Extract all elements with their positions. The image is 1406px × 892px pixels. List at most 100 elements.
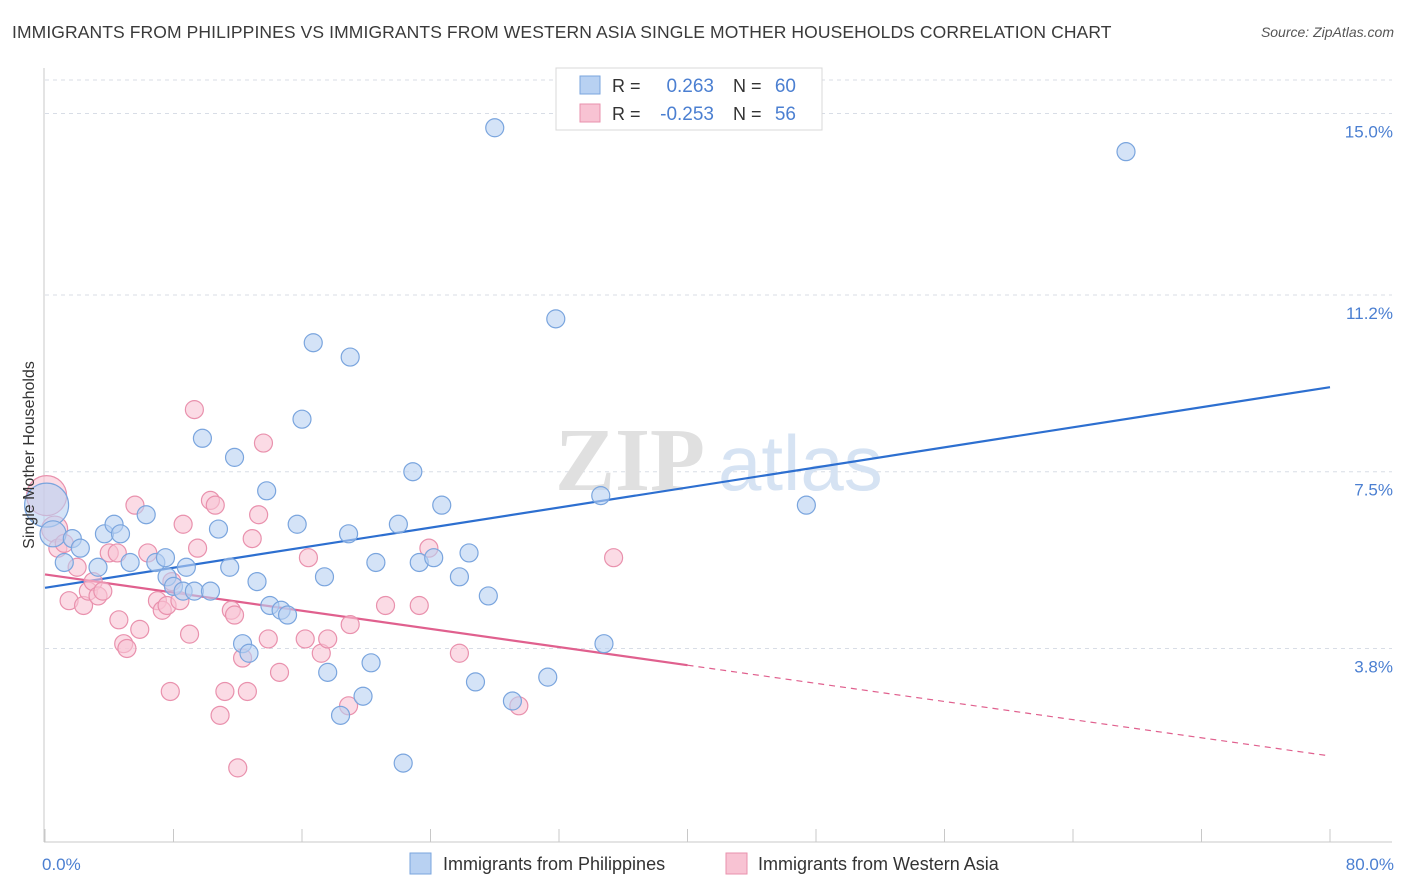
bottom-legend-label-western-asia: Immigrants from Western Asia xyxy=(758,854,1000,874)
data-point-western-asia xyxy=(205,495,225,515)
legend-n-value-2: 56 xyxy=(775,104,796,125)
data-point-philippines xyxy=(403,462,423,482)
data-point-philippines xyxy=(120,552,140,573)
trend-line-western-asia xyxy=(44,573,688,667)
data-point-philippines xyxy=(594,634,614,654)
data-point-western-asia xyxy=(228,758,248,778)
legend-r-label-1: R = xyxy=(612,76,641,96)
chart-title: IMMIGRANTS FROM PHILIPPINES VS IMMIGRANT… xyxy=(12,22,1112,42)
data-point-philippines xyxy=(292,409,312,429)
grid-lines xyxy=(45,79,1392,649)
watermark-atlas: atlas xyxy=(718,419,883,507)
legend-r-value-2: -0.253 xyxy=(660,104,714,125)
data-point-philippines xyxy=(393,753,413,773)
data-point-philippines xyxy=(546,309,566,329)
legend-box: R = 0.263 N = 60 R = -0.253 N = 56 xyxy=(555,67,823,131)
data-point-western-asia xyxy=(173,514,193,534)
data-point-philippines xyxy=(361,653,381,673)
data-point-philippines xyxy=(340,347,360,367)
data-point-philippines xyxy=(277,605,298,625)
data-point-philippines xyxy=(239,643,259,663)
y-tick-label: 3.8% xyxy=(1354,657,1393,676)
watermark: ZIP atlas xyxy=(555,411,883,510)
data-point-western-asia xyxy=(160,681,180,702)
data-point-philippines xyxy=(424,548,444,568)
data-point-philippines xyxy=(39,520,67,548)
data-point-philippines xyxy=(465,672,486,692)
data-point-western-asia xyxy=(184,400,204,420)
data-point-western-asia xyxy=(449,643,470,663)
data-point-western-asia xyxy=(604,548,624,568)
data-point-philippines xyxy=(485,118,505,138)
watermark-zip: ZIP xyxy=(555,411,705,510)
data-point-western-asia xyxy=(130,619,150,639)
data-point-philippines xyxy=(449,567,470,587)
data-point-western-asia xyxy=(242,528,262,549)
data-point-philippines xyxy=(1116,142,1136,162)
data-point-western-asia xyxy=(249,505,269,525)
data-point-philippines xyxy=(88,557,108,577)
axes xyxy=(43,68,1392,843)
data-point-philippines xyxy=(459,543,479,563)
trend-lines xyxy=(44,386,1331,757)
y-tick-label: 15.0% xyxy=(1345,122,1393,141)
data-point-western-asia xyxy=(179,624,200,644)
data-point-philippines xyxy=(257,481,277,501)
data-point-philippines xyxy=(224,447,245,467)
data-point-western-asia xyxy=(258,629,278,649)
legend-swatch-philippines xyxy=(579,75,601,95)
data-point-western-asia xyxy=(295,629,315,649)
data-point-western-asia xyxy=(253,433,274,453)
data-point-philippines xyxy=(176,557,196,577)
x-tick-label-min: 0.0% xyxy=(42,855,81,874)
data-point-philippines xyxy=(338,524,359,544)
data-point-philippines xyxy=(70,538,90,558)
y-axis-label: Single Mother Households xyxy=(21,361,38,549)
y-tick-labels: 3.8% 7.5% 11.2% 15.0% xyxy=(1345,122,1393,676)
legend-r-value-1: 0.263 xyxy=(666,76,714,97)
legend-n-value-1: 60 xyxy=(775,76,796,97)
bottom-legend-label-philippines: Immigrants from Philippines xyxy=(443,854,665,874)
data-point-philippines xyxy=(432,495,452,515)
data-point-philippines xyxy=(303,333,323,353)
x-tick-label-max: 80.0% xyxy=(1346,855,1394,874)
bottom-legend-swatch-western-asia xyxy=(725,852,748,875)
legend-n-label-2: N = xyxy=(733,104,762,124)
trend-line-philippines xyxy=(44,386,1331,589)
data-point-western-asia xyxy=(409,595,429,616)
data-point-western-asia xyxy=(318,629,338,649)
data-point-philippines xyxy=(200,581,221,601)
data-point-western-asia xyxy=(269,662,290,682)
data-point-western-asia xyxy=(298,548,319,568)
data-point-philippines xyxy=(287,514,307,534)
trend-line-western-asia-extension xyxy=(687,664,1331,757)
data-point-philippines xyxy=(184,581,204,601)
data-point-western-asia xyxy=(340,614,360,635)
data-point-philippines xyxy=(192,428,213,448)
data-point-philippines xyxy=(478,586,498,606)
data-point-western-asia xyxy=(107,543,127,563)
data-point-western-asia xyxy=(210,705,230,725)
data-point-philippines xyxy=(796,495,816,515)
data-point-philippines xyxy=(247,571,267,592)
data-point-philippines xyxy=(538,667,558,687)
data-point-philippines xyxy=(314,567,335,587)
data-point-philippines xyxy=(208,519,229,539)
bottom-legend: Immigrants from Philippines Immigrants f… xyxy=(409,852,1000,875)
legend-r-label-2: R = xyxy=(612,104,641,124)
data-point-philippines xyxy=(591,486,611,506)
legend-swatch-western-asia xyxy=(579,103,601,123)
y-tick-label: 7.5% xyxy=(1354,481,1393,500)
data-point-western-asia xyxy=(117,638,137,659)
data-point-philippines xyxy=(388,514,408,534)
data-point-philippines xyxy=(136,505,156,525)
data-point-western-asia xyxy=(375,595,396,616)
data-point-philippines xyxy=(330,705,351,725)
source-credit: Source: ZipAtlas.com xyxy=(1260,24,1394,40)
data-point-western-asia xyxy=(187,538,208,558)
y-tick-label: 11.2% xyxy=(1346,304,1393,323)
legend-n-label-1: N = xyxy=(733,76,762,96)
data-point-philippines xyxy=(353,686,373,706)
data-point-western-asia xyxy=(109,610,129,630)
